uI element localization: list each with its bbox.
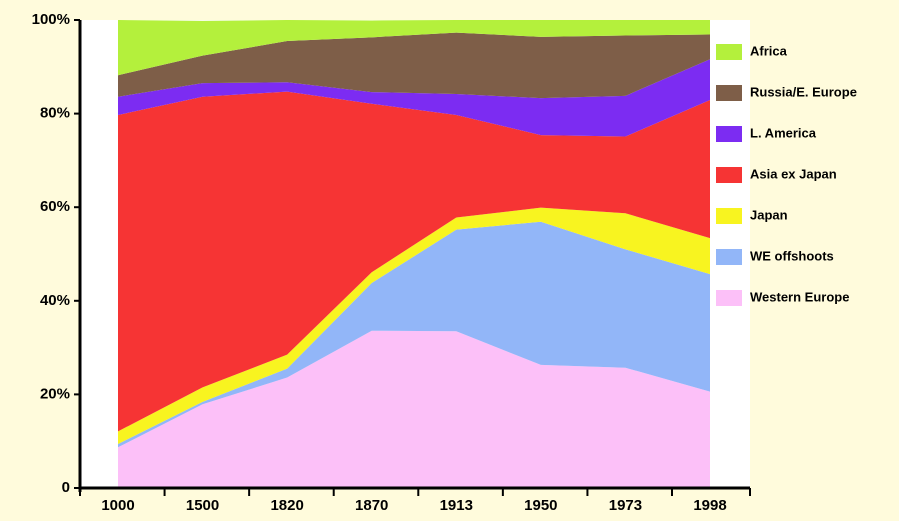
- y-tick-label: 0: [62, 479, 70, 496]
- area: [118, 330, 710, 488]
- y-tick-label: 40%: [40, 292, 70, 309]
- area: [118, 221, 710, 448]
- y-tick-label: 80%: [40, 105, 70, 122]
- area: [118, 20, 710, 76]
- legend-label: Western Europe: [750, 289, 849, 304]
- legend-label: Asia ex Japan: [750, 166, 837, 181]
- legend-swatch: [716, 290, 742, 306]
- y-tick-label: 100%: [32, 11, 70, 28]
- legend-label: L. America: [750, 125, 817, 140]
- x-tick-label: 1973: [609, 497, 642, 514]
- legend-swatch: [716, 208, 742, 224]
- area: [118, 59, 710, 137]
- legend-swatch: [716, 44, 742, 60]
- legend-swatch: [716, 167, 742, 183]
- x-tick-label: 1950: [524, 497, 557, 514]
- area: [118, 32, 710, 99]
- legend-swatch: [716, 126, 742, 142]
- area: [118, 207, 710, 445]
- y-tick-label: 60%: [40, 198, 70, 215]
- area: [118, 91, 710, 432]
- x-tick-label: 1500: [186, 497, 219, 514]
- legend-label: Africa: [750, 43, 788, 58]
- x-tick-label: 1913: [440, 497, 473, 514]
- legend-swatch: [716, 249, 742, 265]
- legend-swatch: [716, 85, 742, 101]
- legend-label: Russia/E. Europe: [750, 84, 857, 99]
- x-tick-label: 1870: [355, 497, 388, 514]
- x-tick-label: 1998: [693, 497, 726, 514]
- y-tick-label: 20%: [40, 385, 70, 402]
- x-tick-label: 1820: [270, 497, 303, 514]
- x-tick-label: 1000: [101, 497, 134, 514]
- legend-label: WE offshoots: [750, 248, 834, 263]
- legend-label: Japan: [750, 207, 788, 222]
